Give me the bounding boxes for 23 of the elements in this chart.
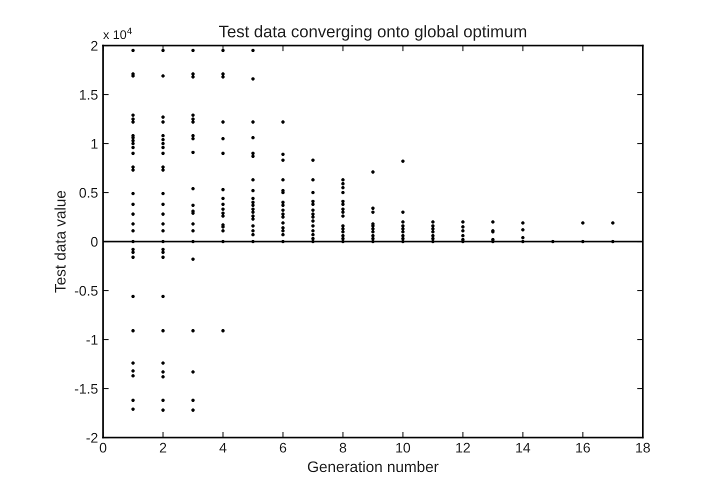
x-axis-title: Generation number [308,460,438,472]
x-tick-label: 10 [396,442,410,453]
y-tick-label: -0.5 [74,286,98,296]
x-tick-label: 2 [160,442,166,452]
text: x 10$^{4}$ [103,28,132,40]
y-tick-label: 0 [91,236,98,247]
y-tick-label: 1 [92,139,98,149]
y-tick-label: 2 [91,40,98,51]
x-tick-label: 18 [636,442,650,453]
x-tick-label: 16 [576,442,590,453]
chart-title: Test data converging onto global optimum [219,25,526,41]
y-tick-label: 1.5 [80,90,98,100]
y-tick-label: 0.5 [79,188,98,198]
x-tick-label: 6 [280,442,286,453]
x-tick-label: 14 [516,442,530,452]
x-tick-label: 8 [340,442,346,453]
y-axis-title: Test data value [54,190,66,293]
y-tick-label: -2 [86,432,98,443]
x-tick-label: 0 [100,442,106,453]
y-tick-label: -1.5 [74,384,98,394]
y-tick-label: -1 [86,335,98,345]
x-tick-label: 12 [456,442,470,452]
x-tick-label: 4 [219,442,226,452]
